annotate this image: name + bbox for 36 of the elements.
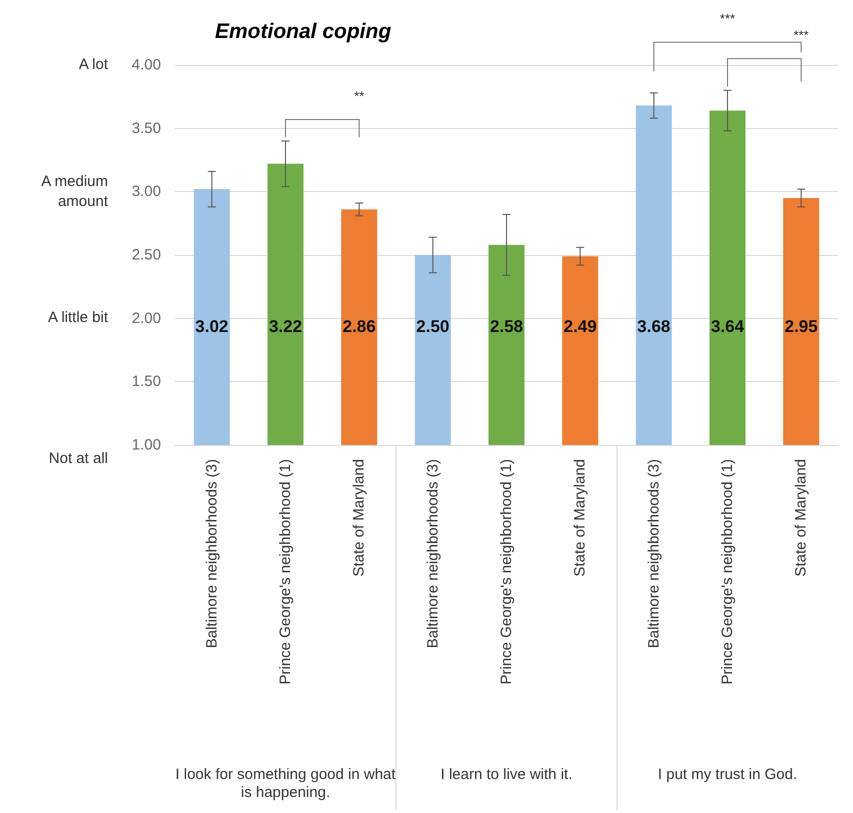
- x-tick-label: State of Maryland: [572, 459, 589, 577]
- y-tick-label: 1.50: [132, 373, 161, 390]
- text: ***: [794, 28, 809, 43]
- data-label: 3.64: [710, 317, 745, 336]
- x-tick-label: Baltimore neighborhoods (3): [424, 459, 442, 648]
- y-tick-label: 2.50: [132, 246, 161, 264]
- x-tick-label: State of Maryland: [792, 459, 810, 577]
- data-label: 2.50: [416, 317, 450, 336]
- text: A lot: [78, 55, 108, 75]
- annotation: **: [354, 88, 364, 104]
- chart-title: Emotional coping: [215, 20, 392, 43]
- data-label: 2.95: [784, 317, 818, 336]
- x-tick-label: Baltimore neighborhoods (3): [645, 459, 662, 648]
- x-tick-label: Prince George's neighborhood (1): [719, 458, 736, 684]
- text: I look for something good in what is happening.: [175, 766, 396, 802]
- text: Not at all: [48, 449, 108, 469]
- y-tick-label: 3.00: [132, 183, 161, 200]
- text: A medium amount: [40, 172, 108, 212]
- y-tick-label: 3.50: [132, 120, 161, 137]
- x-tick-label: State of Maryland: [350, 459, 368, 577]
- data-label: 3.68: [637, 317, 670, 336]
- x-tick-label: Prince George's neighborhood (1): [277, 458, 294, 684]
- text: ***: [720, 11, 736, 26]
- data-label: 2.49: [564, 317, 597, 336]
- text: I learn to live with it.: [440, 766, 574, 784]
- y-tick-label: 1.00: [132, 436, 161, 454]
- y-tick-label: 2.00: [132, 310, 161, 327]
- data-label: 3.22: [268, 317, 302, 336]
- x-tick-label: Prince George's neighborhood (1): [498, 458, 515, 684]
- text: A little bit: [46, 308, 108, 328]
- data-label: 2.86: [342, 317, 376, 336]
- data-label: 2.58: [490, 317, 524, 336]
- text: I put my trust in God.: [656, 766, 798, 784]
- x-tick-label: Baltimore neighborhoods (3): [203, 459, 220, 648]
- data-label: 3.02: [195, 317, 228, 336]
- y-tick-label: 4.00: [132, 56, 161, 74]
